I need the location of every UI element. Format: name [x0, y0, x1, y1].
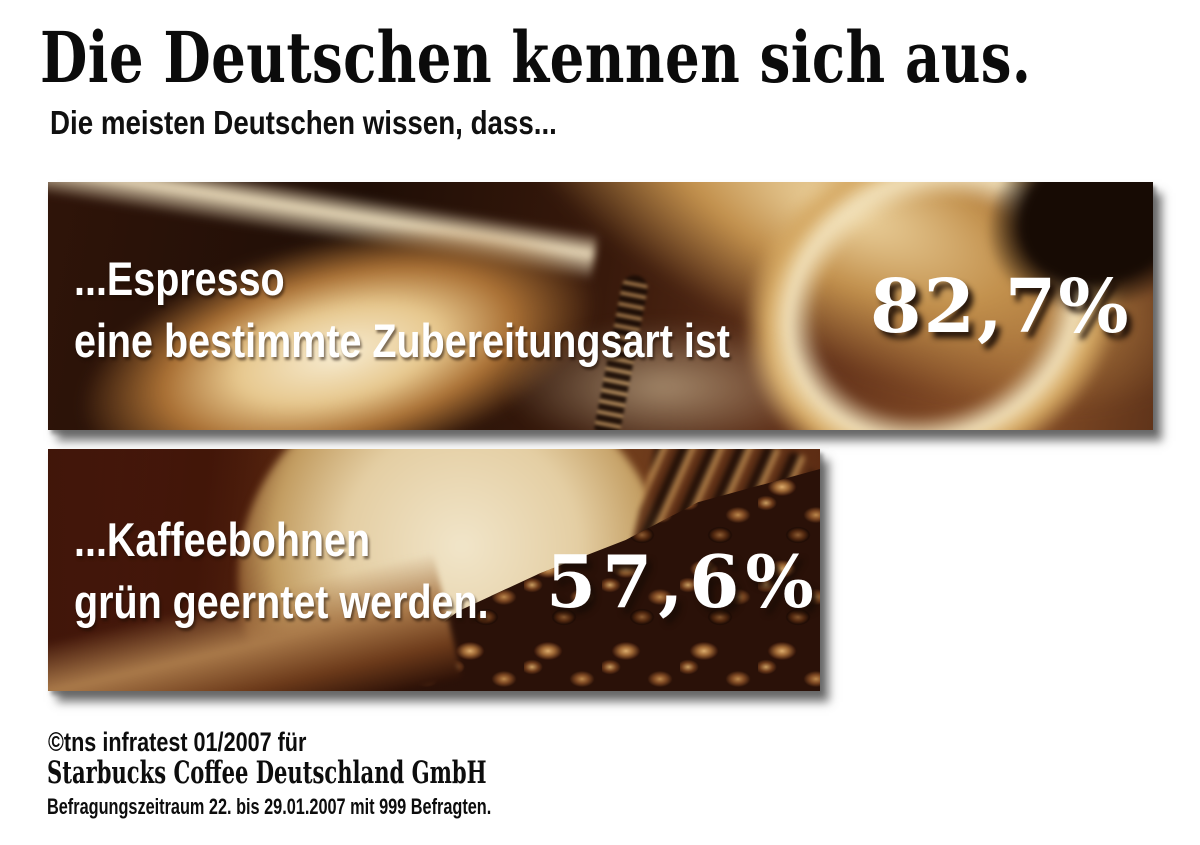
page-title: Die Deutschen kennen sich aus.: [40, 16, 1032, 99]
company-name: Starbucks Coffee Deutschland GmbH: [47, 755, 487, 791]
subtitle: Die meisten Deutschen wissen, dass...: [50, 104, 557, 141]
survey-details: Befragungszeitraum 22. bis 29.01.2007 mi…: [47, 794, 492, 819]
banner-kaffeebohnen: ...Kaffeebohnen grün geerntet werden. 57…: [48, 449, 820, 691]
caption-line-2: grün geerntet werden.: [74, 575, 489, 628]
caption-line-1: ...Espresso: [74, 252, 285, 305]
percentage-value: 57,6%: [546, 539, 820, 624]
source-credit: ©tns infratest 01/2007 für: [48, 727, 307, 757]
banner-caption: ...Kaffeebohnen grün geerntet werden.: [74, 509, 489, 633]
caption-line-2: eine bestimmte Zubereitungsart ist: [74, 314, 730, 367]
banner-caption: ...Espresso eine bestimmte Zubereitungsa…: [74, 248, 730, 372]
banner-espresso: ...Espresso eine bestimmte Zubereitungsa…: [48, 182, 1153, 430]
percentage-value: 82,7%: [870, 264, 1131, 350]
caption-line-1: ...Kaffeebohnen: [74, 513, 371, 566]
